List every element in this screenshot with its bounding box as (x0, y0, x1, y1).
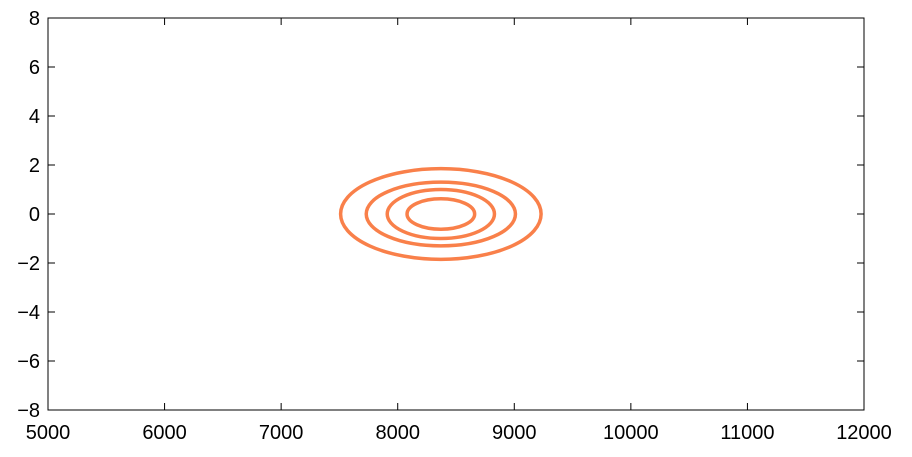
x-tick-label: 11000 (720, 422, 774, 444)
x-tick-label: 12000 (836, 422, 892, 444)
contour-line-2 (364, 180, 518, 248)
y-tick-label: 4 (29, 106, 40, 128)
x-tick-label: 9000 (492, 422, 537, 444)
x-tick-label: 5000 (26, 422, 71, 444)
contour-line-4 (405, 197, 477, 231)
y-tick-label: −8 (17, 400, 40, 422)
y-tick-label: −4 (17, 302, 40, 324)
y-tick-label: −6 (17, 351, 40, 373)
contour-lines (338, 166, 543, 262)
x-tick-label: 6000 (142, 422, 187, 444)
contour-line-3 (385, 187, 497, 241)
x-tick-label: 7000 (259, 422, 304, 444)
plot-area-frame (47, 17, 865, 411)
x-tick-label: 10000 (603, 422, 659, 444)
contour-line-1 (338, 166, 543, 262)
y-axis: −8 −6 −4 −2 0 2 4 6 8 (17, 8, 864, 422)
x-tick-label: 8000 (375, 422, 420, 444)
y-tick-label: 2 (29, 155, 40, 177)
y-tick-label: −2 (17, 253, 40, 275)
x-axis: 5000 6000 7000 8000 9000 10000 11000 12000 (26, 18, 892, 444)
y-tick-label: 0 (29, 204, 40, 226)
y-tick-label: 6 (29, 57, 40, 79)
y-tick-label: 8 (29, 8, 40, 30)
